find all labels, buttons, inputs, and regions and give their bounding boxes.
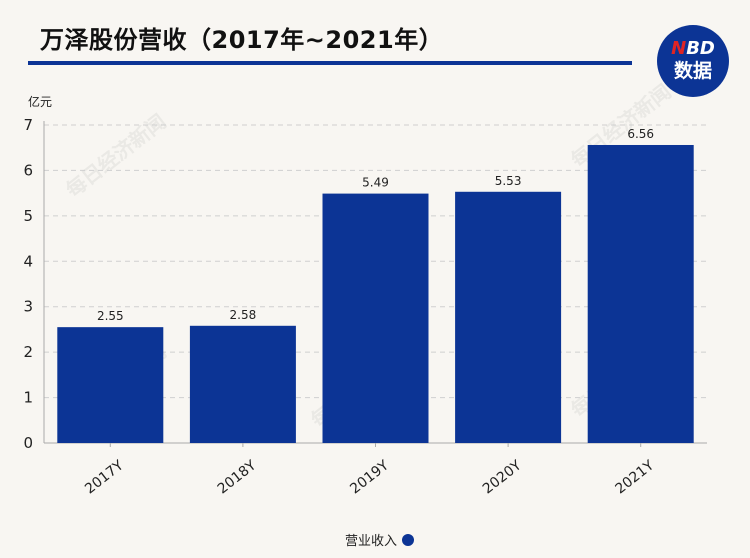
bar (189, 325, 296, 443)
nbd-logo-shuju: 数据 (673, 60, 712, 82)
data-label: 5.49 (362, 176, 389, 190)
chart-title: 万泽股份营收（2017年~2021年） (40, 26, 444, 54)
nbd-logo-top: NBD (657, 40, 729, 58)
x-tick-label: 2017Y (82, 457, 127, 497)
y-tick-label: 6 (23, 161, 33, 179)
y-tick-label: 7 (23, 116, 33, 134)
data-label: 2.58 (230, 308, 257, 322)
bar (587, 144, 694, 443)
y-tick-label: 2 (23, 343, 33, 361)
nbd-logo: NBD 数据 (657, 25, 729, 97)
y-tick-label: 5 (23, 207, 33, 225)
y-tick-label: 3 (23, 298, 33, 316)
data-label: 6.56 (627, 127, 654, 141)
legend[interactable]: 营业收入 (345, 530, 415, 549)
nbd-logo-bd: BD (686, 38, 715, 59)
y-tick-label: 1 (23, 389, 33, 407)
legend-label: 营业收入 (345, 534, 398, 549)
data-label: 2.55 (97, 309, 124, 323)
bar (455, 191, 562, 443)
legend-swatch (402, 534, 415, 546)
data-label: 5.53 (495, 174, 522, 188)
bar (322, 193, 429, 443)
y-tick-label: 0 (23, 434, 33, 452)
bar (57, 327, 164, 443)
x-tick-label: 2018Y (215, 457, 260, 497)
title-underline (28, 61, 632, 65)
x-tick-label: 2021Y (612, 457, 657, 497)
y-axis-unit-label: 亿元 (28, 94, 52, 109)
x-tick-label: 2019Y (347, 457, 392, 497)
nbd-logo-n: N (671, 38, 687, 59)
x-tick-label: 2020Y (480, 457, 525, 497)
y-tick-label: 4 (23, 252, 33, 270)
